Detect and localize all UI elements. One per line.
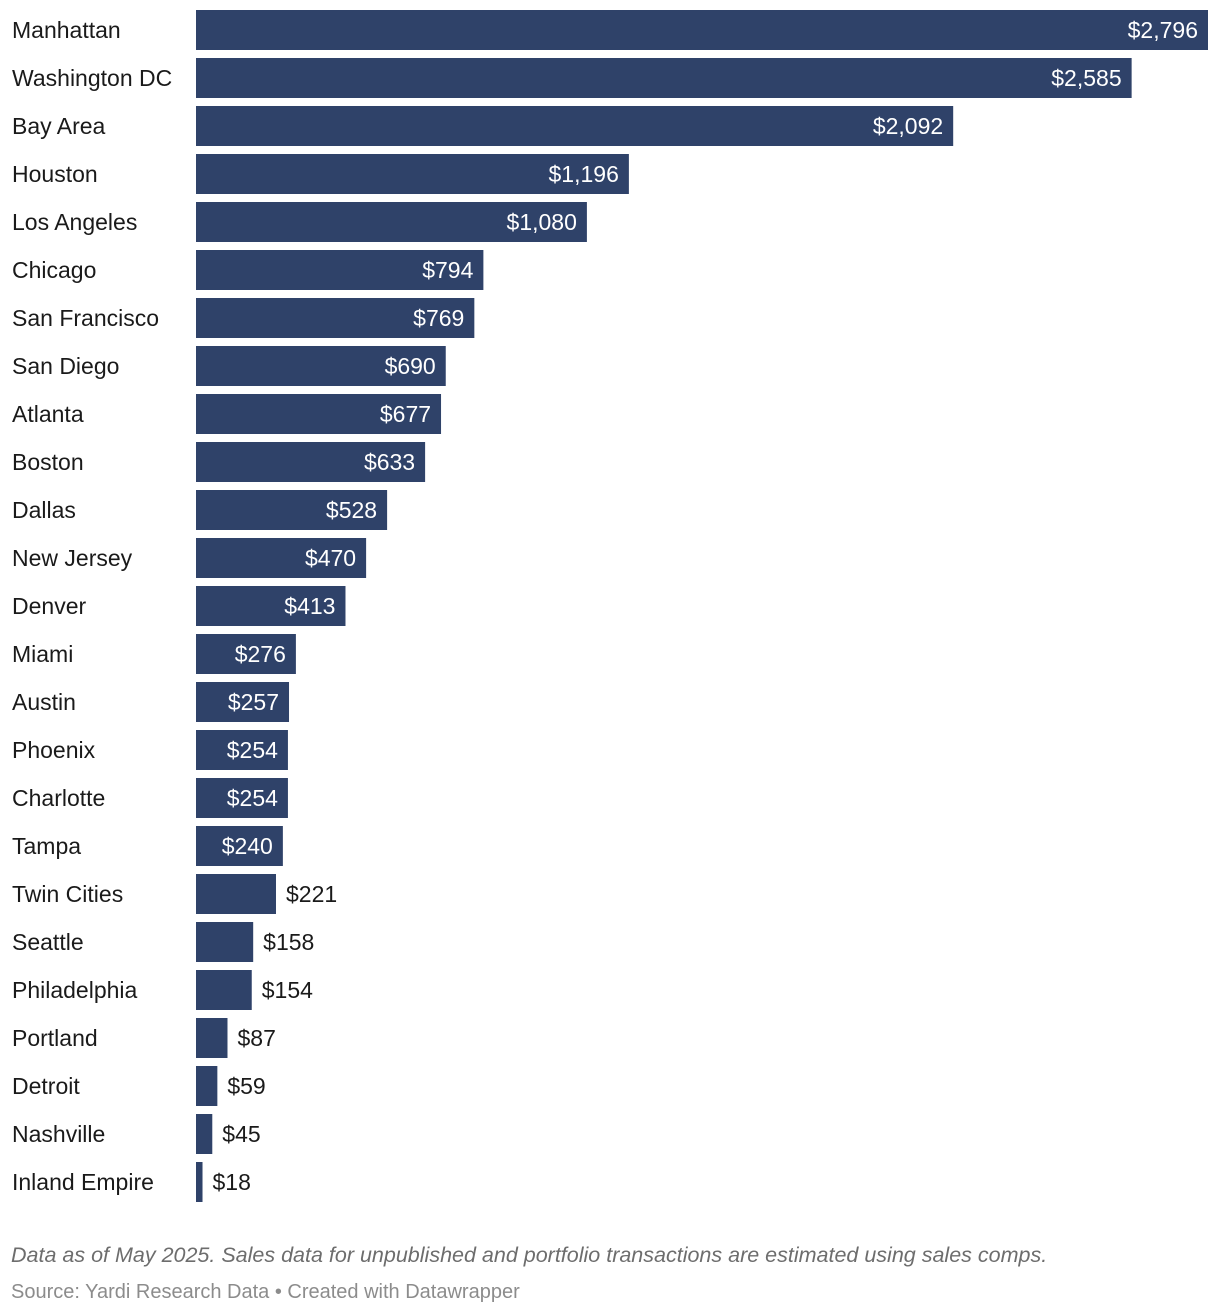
category-label-denver: Denver <box>12 593 86 619</box>
category-label-dallas: Dallas <box>12 497 76 523</box>
bar-bay-area <box>196 106 954 146</box>
value-label-nashville: $45 <box>222 1121 260 1147</box>
value-label-philadelphia: $154 <box>262 977 313 1003</box>
bar-chicago <box>196 250 484 290</box>
bar-atlanta <box>196 394 442 434</box>
value-label-new-jersey: $470 <box>305 545 356 571</box>
value-label-detroit: $59 <box>227 1073 265 1099</box>
chart-footer: Data as of May 2025. Sales data for unpu… <box>11 1238 1211 1312</box>
bar-nashville <box>196 1114 213 1154</box>
category-label-boston: Boston <box>12 449 84 475</box>
value-label-phoenix: $254 <box>227 737 278 763</box>
category-label-bay-area: Bay Area <box>12 113 106 139</box>
bar-san-francisco <box>196 298 475 338</box>
bar-tampa <box>196 826 283 866</box>
category-label-portland: Portland <box>12 1025 98 1051</box>
bar-boston <box>196 442 426 482</box>
value-label-austin: $257 <box>228 689 279 715</box>
category-label-charlotte: Charlotte <box>12 785 105 811</box>
category-label-philadelphia: Philadelphia <box>12 977 138 1003</box>
category-label-detroit: Detroit <box>12 1073 80 1099</box>
bar-twin-cities <box>196 874 276 914</box>
value-label-houston: $1,196 <box>549 161 619 187</box>
value-label-boston: $633 <box>364 449 415 475</box>
category-label-san-francisco: San Francisco <box>12 305 159 331</box>
data-note: Data as of May 2025. Sales data for unpu… <box>11 1243 1048 1267</box>
bar-new-jersey <box>196 538 367 578</box>
bar-philadelphia <box>196 970 252 1010</box>
value-label-san-diego: $690 <box>385 353 436 379</box>
value-label-manhattan: $2,796 <box>1128 17 1198 43</box>
category-label-atlanta: Atlanta <box>12 401 84 427</box>
bar-washington-dc <box>196 58 1132 98</box>
bar-houston <box>196 154 629 194</box>
value-label-bay-area: $2,092 <box>873 113 943 139</box>
value-label-los-angeles: $1,080 <box>507 209 577 235</box>
value-label-portland: $87 <box>237 1025 275 1051</box>
category-label-inland-empire: Inland Empire <box>12 1169 154 1195</box>
bar-denver <box>196 586 346 626</box>
category-label-tampa: Tampa <box>12 833 81 859</box>
category-label-phoenix: Phoenix <box>12 737 96 763</box>
value-label-denver: $413 <box>284 593 335 619</box>
bar-charlotte <box>196 778 288 818</box>
category-label-nashville: Nashville <box>12 1121 105 1147</box>
value-label-tampa: $240 <box>222 833 273 859</box>
category-label-austin: Austin <box>12 689 76 715</box>
category-label-san-diego: San Diego <box>12 353 119 379</box>
bar-portland <box>196 1018 228 1058</box>
value-label-chicago: $794 <box>422 257 473 283</box>
category-label-manhattan: Manhattan <box>12 17 121 43</box>
value-label-washington-dc: $2,585 <box>1051 65 1121 91</box>
category-label-new-jersey: New Jersey <box>12 545 133 571</box>
value-label-san-francisco: $769 <box>413 305 464 331</box>
category-label-seattle: Seattle <box>12 929 84 955</box>
category-label-chicago: Chicago <box>12 257 96 283</box>
category-label-miami: Miami <box>12 641 73 667</box>
category-label-washington-dc: Washington DC <box>12 65 172 91</box>
category-label-twin-cities: Twin Cities <box>12 881 123 907</box>
value-label-inland-empire: $18 <box>213 1169 251 1195</box>
value-label-seattle: $158 <box>263 929 314 955</box>
value-label-twin-cities: $221 <box>286 881 337 907</box>
bar-austin <box>196 682 290 722</box>
bar-dallas <box>196 490 388 530</box>
bar-san-diego <box>196 346 446 386</box>
bar-seattle <box>196 922 254 962</box>
bar-phoenix <box>196 730 288 770</box>
value-label-atlanta: $677 <box>380 401 431 427</box>
value-label-dallas: $528 <box>326 497 377 523</box>
bar-chart: Manhattan $2,796 Washington DC $2,585 Bay Ar… <box>12 10 1208 1202</box>
bar-miami <box>196 634 296 674</box>
source-line: Source: Yardi Research Data • Created wi… <box>11 1281 520 1303</box>
category-label-houston: Houston <box>12 161 98 187</box>
bar-los-angeles <box>196 202 587 242</box>
value-label-charlotte: $254 <box>227 785 278 811</box>
value-label-miami: $276 <box>235 641 286 667</box>
bar-manhattan <box>196 10 1208 50</box>
bar-inland-empire <box>196 1162 203 1202</box>
category-label-los-angeles: Los Angeles <box>12 209 137 235</box>
bar-detroit <box>196 1066 218 1106</box>
